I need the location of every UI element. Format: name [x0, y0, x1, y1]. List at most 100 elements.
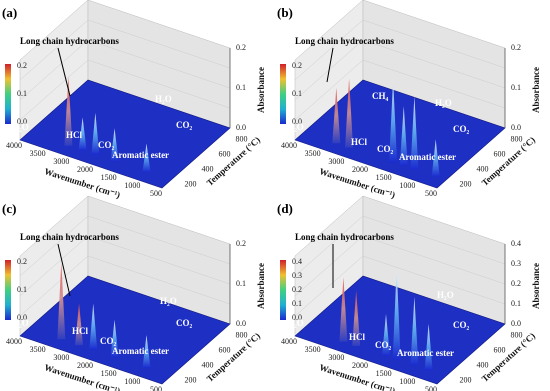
x-tick-label: 1000	[399, 377, 415, 386]
y-tick-label: 800	[511, 134, 523, 143]
annotation: H₂O	[287, 122, 304, 132]
peak	[339, 277, 348, 342]
z-axis-label: Absorbance	[531, 263, 541, 309]
colorbar-tick-label: 0.0	[292, 117, 302, 126]
wall-grid	[87, 59, 231, 109]
colorbar	[280, 260, 286, 320]
annotation: CO₂	[100, 336, 117, 346]
wall-grid	[362, 255, 506, 305]
x-tick-label: 500	[150, 189, 162, 198]
wall-grid	[294, 235, 364, 297]
colorbar-tick-label: 0.0	[292, 313, 302, 322]
annotation: H₂O	[155, 94, 172, 104]
peak	[89, 303, 98, 350]
peak	[345, 78, 354, 148]
y-tick-label: 600	[219, 345, 231, 354]
y-tick-label: 200	[185, 179, 197, 188]
x-tick-label: 3000	[53, 157, 69, 166]
z-tick-label: 0.1	[236, 279, 246, 288]
wall-grid	[294, 59, 364, 121]
annotation: CO₂	[98, 140, 115, 150]
y-tick-label: 400	[477, 360, 489, 369]
z-tick-label: 0.1	[511, 299, 521, 308]
x-tick-label: 4000	[6, 141, 22, 150]
peak	[352, 290, 361, 346]
panel-label: (c)	[2, 201, 16, 216]
y-tick-label: 800	[511, 330, 523, 339]
y-tick-label: 200	[185, 375, 197, 384]
x-tick-label: 3500	[305, 345, 321, 354]
colorbar-tick-label: 0.1	[17, 89, 27, 98]
x-tick-label: 3000	[53, 353, 69, 362]
annotation: H₂O	[435, 98, 452, 108]
peak	[410, 296, 419, 366]
y-tick-label: 400	[202, 164, 214, 173]
panel: 0.2 0.1 0.0 0.2 0.1 0.0 Absorbance 4000 3500 3000…	[2, 0, 266, 200]
wall-grid	[87, 39, 231, 89]
colorbar	[5, 260, 11, 320]
wall-grid	[87, 235, 231, 285]
colorbar-tick-label: 0.1	[292, 89, 302, 98]
peak	[399, 106, 408, 166]
wall-grid	[362, 39, 506, 89]
wall-grid	[294, 255, 364, 317]
x-tick-label: 3500	[305, 149, 321, 158]
y-tick-label: 800	[236, 134, 248, 143]
x-tick-label: 1500	[101, 173, 117, 182]
x-tick-label: 2000	[352, 165, 368, 174]
z-tick-label: 0.0	[511, 123, 521, 132]
peak	[142, 143, 151, 172]
x-tick-label: 1000	[124, 377, 140, 386]
annotation-title: Long chain hydrocarbons	[295, 36, 394, 46]
wall-grid	[362, 215, 506, 265]
wall-grid	[362, 59, 506, 109]
wall-grid	[19, 215, 89, 277]
z-tick-label: 0.1	[236, 83, 246, 92]
annotation: HCl	[66, 130, 83, 140]
colorbar-tick-label: 0.0	[17, 117, 27, 126]
x-tick-label: 3500	[30, 345, 46, 354]
peak	[64, 76, 73, 146]
colorbar-tick-label: 0.1	[17, 285, 27, 294]
y-tick-label: 600	[494, 345, 506, 354]
z-axis-label: Absorbance	[256, 67, 266, 113]
z-tick-label: 0.2	[236, 239, 246, 248]
wall-grid	[87, 19, 231, 69]
wall-grid	[294, 215, 364, 277]
x-tick-label: 4000	[281, 337, 297, 346]
annotation: H₂O	[12, 318, 29, 328]
z-tick-label: 0.0	[236, 319, 246, 328]
annotation: HCl	[349, 332, 366, 342]
peak	[392, 268, 401, 360]
annotation: Aromatic ester	[112, 346, 169, 356]
annotation-arrow	[57, 243, 71, 297]
annotation: Aromatic ester	[112, 150, 169, 160]
peak	[75, 303, 84, 346]
wall-grid	[362, 235, 506, 285]
annotation: CO₂	[453, 124, 470, 134]
annotation: Aromatic ester	[397, 348, 454, 358]
y-tick-label: 200	[460, 179, 472, 188]
z-tick-label: 0.1	[511, 83, 521, 92]
x-tick-label: 2000	[77, 165, 93, 174]
x-tick-label: 2000	[77, 361, 93, 370]
y-tick-label: 600	[494, 149, 506, 158]
annotation: CO₂	[453, 320, 470, 330]
x-tick-label: 1000	[124, 181, 140, 190]
z-tick-label: 0.0	[511, 319, 521, 328]
annotation: H₂O	[160, 296, 177, 306]
annotation: HCl	[72, 326, 89, 336]
z-tick-label: 0.2	[511, 43, 521, 52]
annotation: CO₂	[176, 120, 193, 130]
wall-grid	[87, 215, 231, 265]
annotation: CH₄	[372, 91, 389, 101]
wall-grid	[87, 255, 231, 305]
x-tick-label: 500	[425, 385, 437, 391]
z-tick-label: 0.0	[236, 123, 246, 132]
x-tick-label: 1500	[101, 369, 117, 378]
z-tick-label: 0.2	[511, 279, 521, 288]
peak	[332, 87, 341, 144]
panel: 0.2 0.1 0.0 0.2 0.1 0.0 Absorbance 4000 3500 3000…	[277, 0, 541, 200]
peak	[57, 263, 66, 340]
